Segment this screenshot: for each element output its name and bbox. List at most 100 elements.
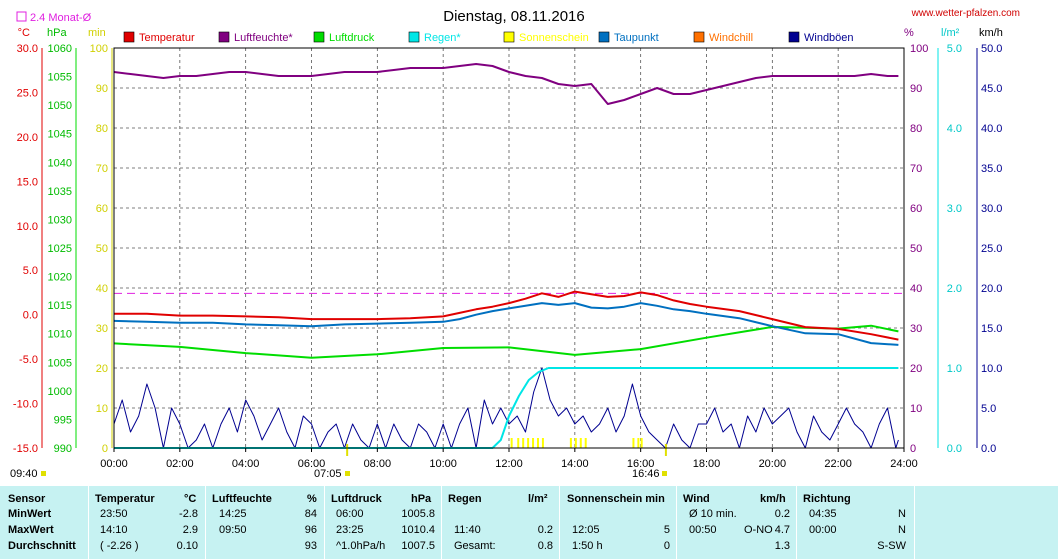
legend-swatch-gusts (788, 31, 800, 43)
header-rain-unit: l/m² (528, 493, 548, 505)
legend-swatch-sunshine (503, 31, 515, 43)
sunshine-time: 12:05 (572, 524, 600, 536)
pressure-axis-tick: 1025 (48, 243, 72, 255)
wind-unit: km/h (979, 27, 1003, 39)
legend-label-rain: Regen* (424, 32, 461, 44)
header-temperature-unit: °C (184, 493, 197, 505)
humidity-axis-tick: 10 (910, 403, 922, 415)
pressure-axis-tick: 995 (54, 414, 72, 426)
header-sunshine: Sonnenschein min (567, 493, 665, 505)
sunshine-bar (522, 438, 525, 448)
x-tick-label: 16:00 (627, 458, 655, 470)
humidity-value: 84 (304, 508, 317, 520)
row-label: MaxWert (8, 524, 54, 536)
wind-time: 00:50 (689, 524, 717, 536)
series-line-dewpoint (113, 302, 899, 346)
header-direction: Richtung (803, 493, 851, 505)
pressure-axis-tick: 1040 (48, 157, 72, 169)
wind-axis-tick: 40.0 (981, 123, 1002, 135)
minutes-axis-tick: 70 (96, 163, 108, 175)
pressure-axis-tick: 1055 (48, 72, 72, 84)
x-tick-label: 06:00 (298, 458, 326, 470)
pressure-value: 1005.8 (401, 508, 435, 520)
temperature-axis-tick: 25.0 (17, 87, 38, 99)
x-tick-label: 24:00 (890, 458, 918, 470)
row-label: Durchschnitt (8, 540, 76, 552)
sunshine-bar (579, 438, 582, 448)
statistics-table: Sensor Temperatur °C Luftfeuchte % Luftd… (0, 486, 1058, 559)
legend-label-pressure: Luftdruck (329, 32, 375, 44)
legend-swatch-dewpoint (598, 31, 610, 43)
sunshine-bar (569, 438, 572, 448)
temperature-axis-tick: -10.0 (13, 399, 38, 411)
direction-value: N (898, 508, 906, 520)
x-tick-label: 00:00 (100, 458, 128, 470)
direction-time: 04:35 (809, 508, 837, 520)
wind-axis-tick: 15.0 (981, 323, 1002, 335)
legend-label-temperature: Temperatur (139, 32, 195, 44)
sunset-sun-icon (662, 471, 667, 476)
series-line-rain (114, 367, 899, 449)
temperature-axis-tick: -15.0 (13, 443, 38, 455)
legend-swatch-pressure (313, 31, 325, 43)
rain-axis-tick: 1.0 (947, 363, 962, 375)
wind-axis-tick: 5.0 (981, 403, 996, 415)
rain-unit: l/m² (941, 27, 960, 39)
x-tick-label: 14:00 (561, 458, 589, 470)
humidity-value: 93 (304, 540, 317, 552)
wind-value: 1.3 (774, 540, 790, 552)
minutes-axis-tick: 10 (96, 403, 108, 415)
legend-swatch-rain (408, 31, 420, 43)
sunshine-bar (532, 438, 535, 448)
sunshine-bar (510, 438, 513, 448)
temperature-value: -2.8 (179, 508, 198, 520)
humidity-value: 96 (304, 524, 317, 536)
sunshine-bar (574, 438, 577, 448)
humidity-axis-tick: 100 (910, 43, 928, 55)
legend-swatch-windchill (693, 31, 705, 43)
wind-axis-tick: 25.0 (981, 243, 1002, 255)
pressure-axis-tick: 1000 (48, 386, 72, 398)
right-axes: 10090807060504030201005.04.03.02.01.00.0… (904, 27, 1003, 455)
pressure-value: 1010.4 (401, 524, 435, 536)
legend: Temperatur Luftfeuchte* Luftdruck Regen* Son… (123, 31, 854, 44)
legend-label-humidity: Luftfeuchte* (234, 32, 293, 44)
wind-axis-tick: 35.0 (981, 163, 1002, 175)
wind-time: Ø 10 min. (689, 508, 737, 520)
humidity-axis-tick: 20 (910, 363, 922, 375)
row-label: MinWert (8, 508, 52, 520)
minutes-axis-tick: 20 (96, 363, 108, 375)
wind-axis-tick: 10.0 (981, 363, 1002, 375)
temperature-time: 14:10 (100, 524, 128, 536)
avg-legend-label: 2.4 Monat-Ø (30, 12, 92, 24)
header-sensor: Sensor (8, 493, 46, 505)
sunrise-sun-icon (345, 471, 350, 476)
humidity-axis-tick: 40 (910, 283, 922, 295)
humidity-axis-tick: 30 (910, 323, 922, 335)
header-wind-unit: km/h (760, 493, 786, 505)
temperature-axis-tick: 5.0 (23, 265, 38, 277)
wind-axis-tick: 45.0 (981, 83, 1002, 95)
wind-value: 4.7 (774, 524, 790, 536)
series-line-humidity (113, 63, 899, 105)
header-humidity: Luftfeuchte (212, 493, 272, 505)
header-pressure-unit: hPa (411, 493, 432, 505)
sunshine-bar (584, 438, 587, 448)
minutes-axis-tick: 80 (96, 123, 108, 135)
sunshine-bar (632, 438, 635, 448)
first-time-sun-icon (41, 471, 46, 476)
legend-label-gusts: Windböen (804, 32, 854, 44)
pressure-axis-tick: 1050 (48, 100, 72, 112)
sunshine-bar (640, 438, 643, 448)
temperature-value: 2.9 (182, 524, 198, 536)
avg-legend-icon (16, 11, 27, 22)
weather-chart: Dienstag, 08.11.2016 www.wetter-pfalzen.… (10, 8, 1020, 480)
plot-frame (113, 47, 905, 449)
temperature-unit: °C (18, 27, 30, 39)
pressure-axis-tick: 1030 (48, 214, 72, 226)
x-axis: 00:00 02:00 04:00 06:00 08:00 10:00 12:00 14:00… (10, 444, 918, 480)
header-rain: Regen (448, 493, 482, 505)
temperature-axis-tick: 0.0 (23, 310, 38, 322)
pressure-axis-tick: 1020 (48, 272, 72, 284)
legend-label-windchill: Windchill (709, 32, 753, 44)
